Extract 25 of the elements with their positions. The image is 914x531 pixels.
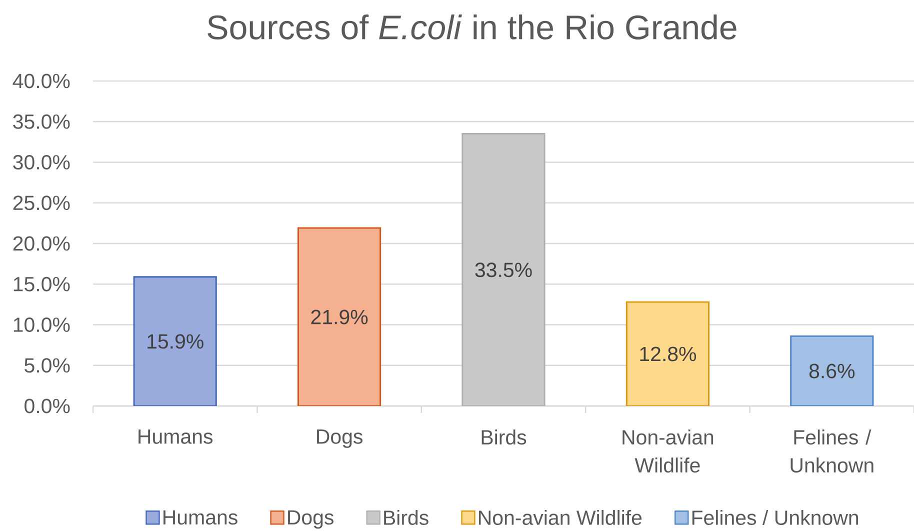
x-tick-label: Felines / Unknown [790,430,874,473]
data-label: 15.9% [148,334,204,349]
chart-title: Sources of E.coli in the Rio Grande [208,14,736,40]
legend-label: Dogs [288,510,334,529]
x-tick-label: Dogs [317,430,362,448]
legend-label: Non-avian Wildlife [479,510,642,526]
y-tick-label: 35.0% [13,114,70,129]
y-tick-label: 30.0% [13,154,70,170]
x-tick-label: Birds [482,430,526,445]
y-tick-label: 15.0% [14,276,70,292]
data-label: 33.5% [475,262,532,278]
data-label: 21.9% [311,310,368,324]
y-tick-label: 10.0% [14,317,70,332]
x-tick-label: Non-avian Wildlife [622,430,714,473]
y-tick-label: 25.0% [13,196,70,210]
data-label: 8.6% [809,364,855,378]
y-tick-label: 5.0% [24,358,70,373]
data-label: 12.8% [640,346,696,362]
y-tick-label: 0.0% [24,398,70,414]
y-tick-label: 40.0% [12,74,70,88]
legend-label: Humans [164,510,238,525]
legend-label: Felines / Unknown [692,510,858,526]
legend-label: Birds [384,510,428,526]
y-tick-label: 20.0% [13,236,70,251]
x-tick-label: Humans [138,430,213,444]
